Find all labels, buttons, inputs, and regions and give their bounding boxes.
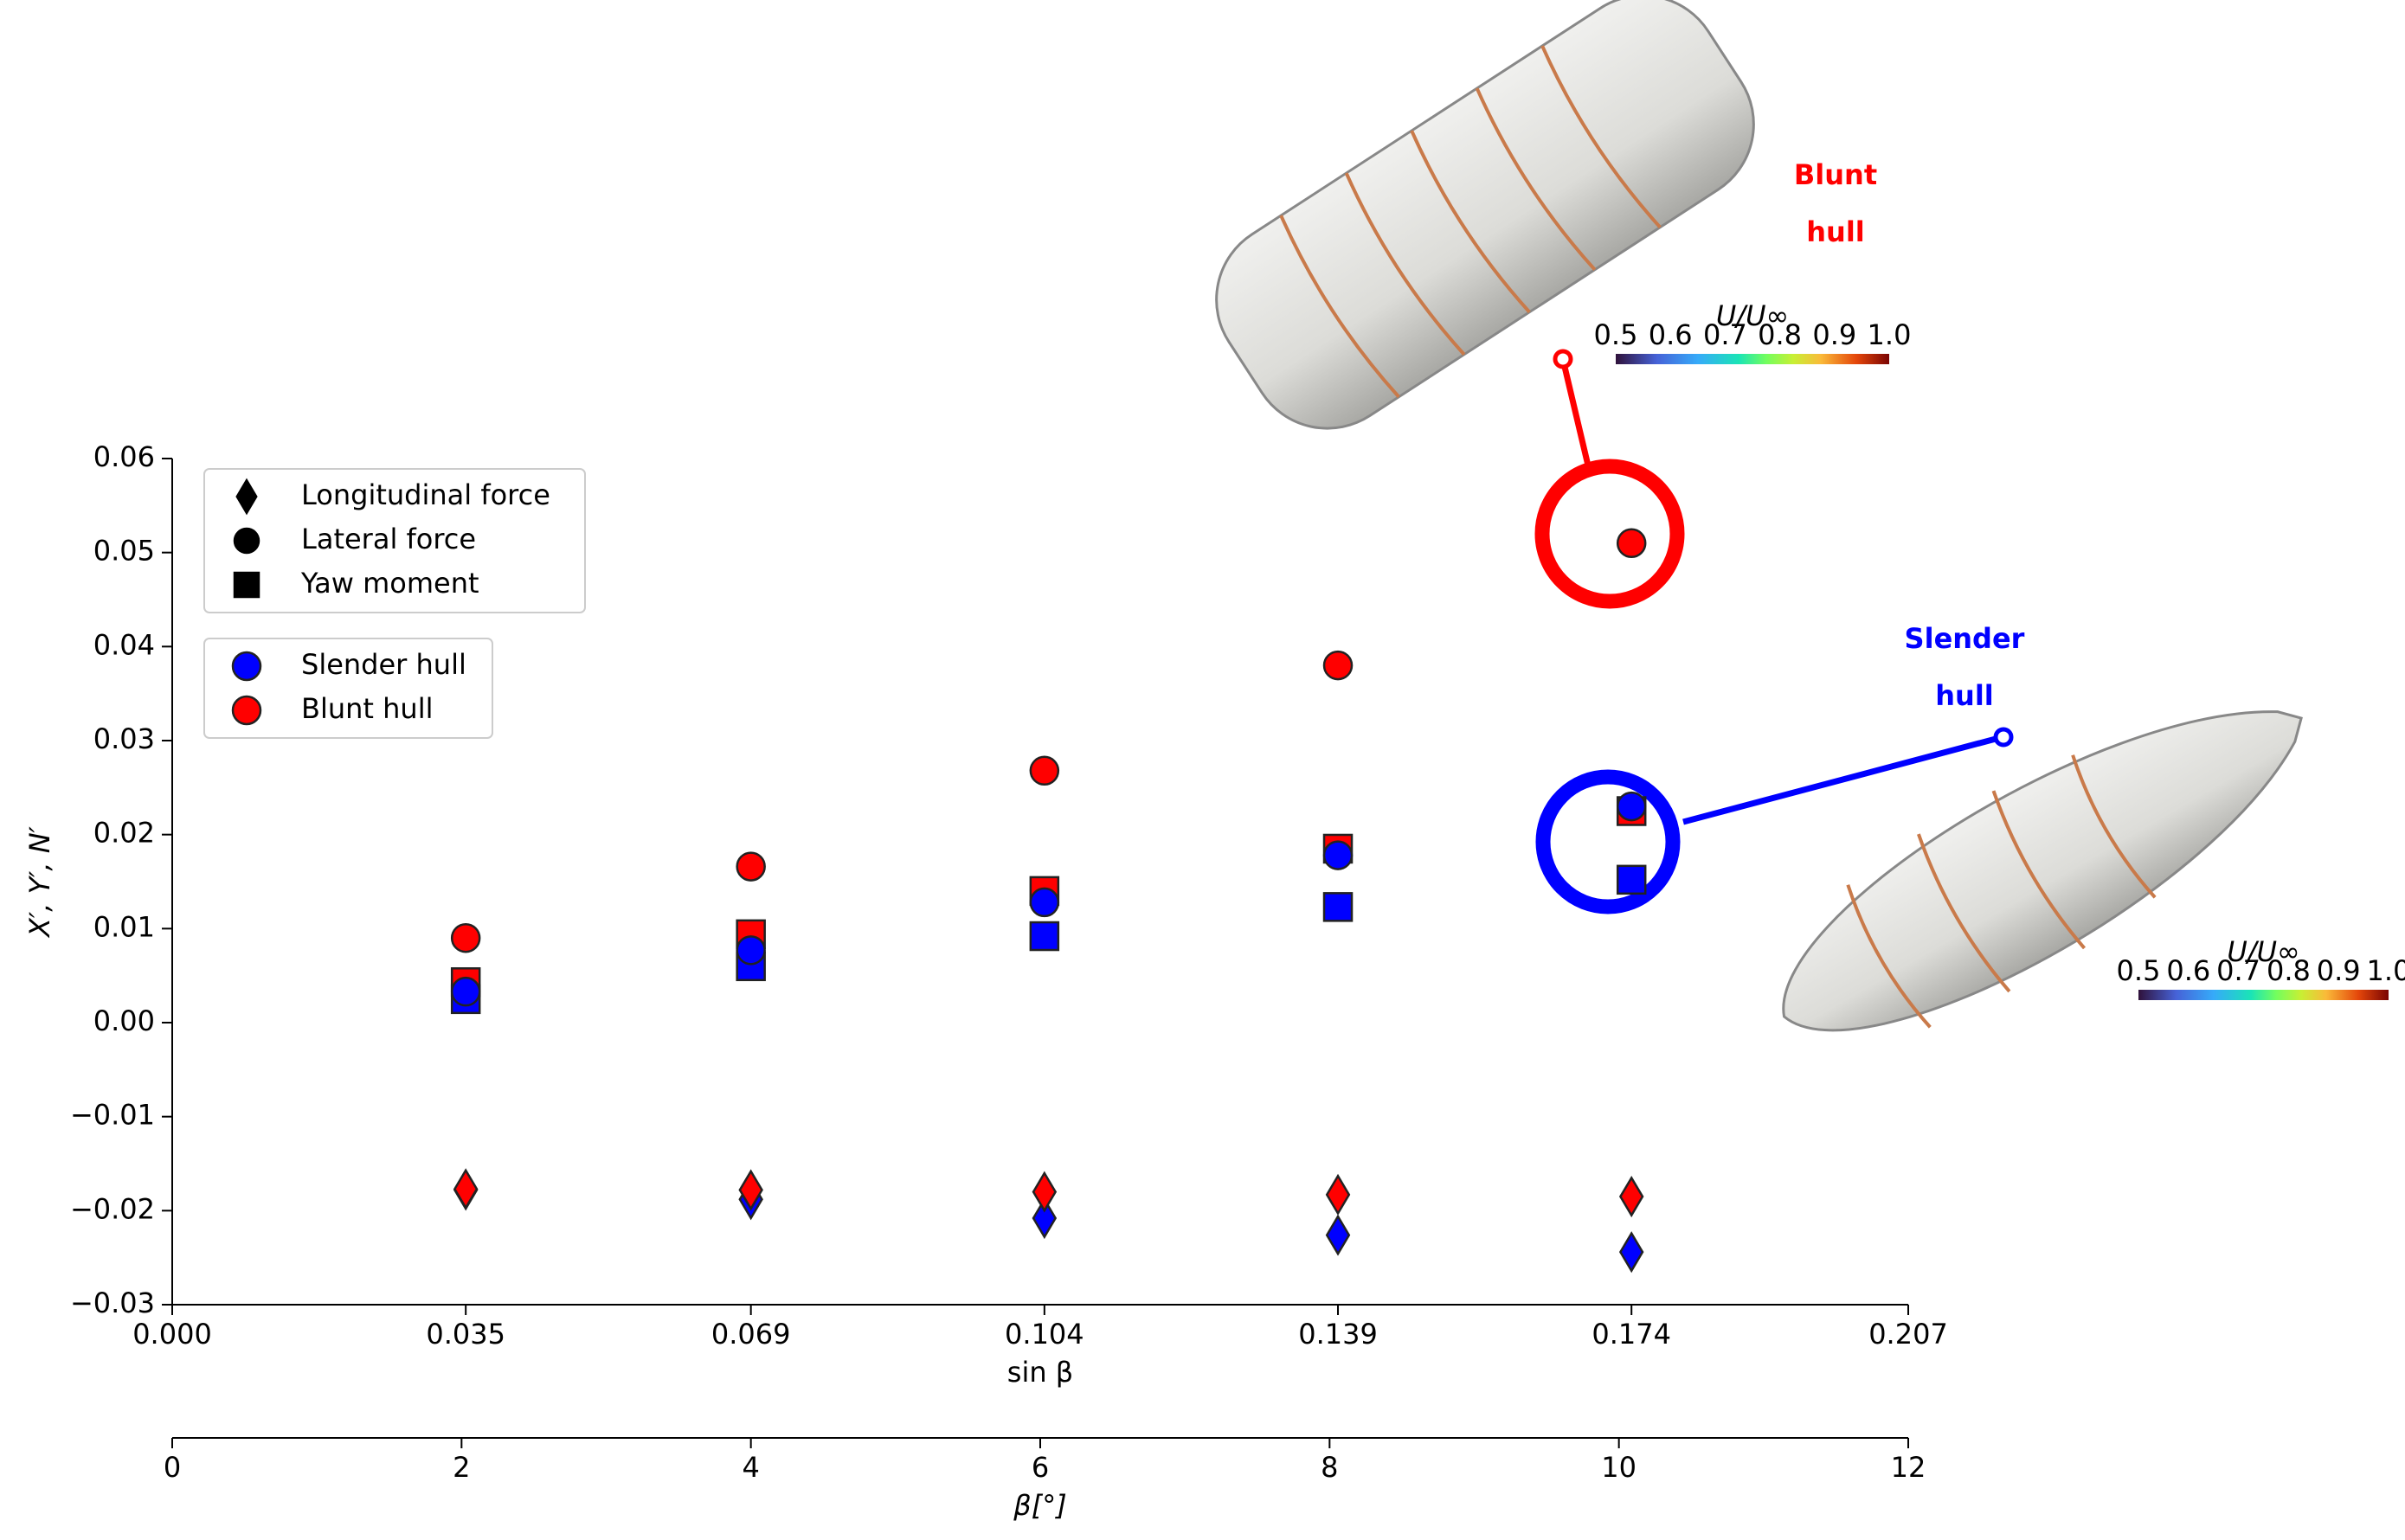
colorbar-tick-label: 0.5	[2117, 954, 2161, 987]
marker-circle	[450, 976, 481, 1007]
marker-diamond	[1325, 1214, 1351, 1256]
colorbar-tick-label: 0.7	[2216, 954, 2260, 987]
colorbar-label: U/U∞	[2227, 935, 2299, 968]
colorbar-tick-label: 0.7	[1703, 318, 1747, 351]
colorbar-label: U/U∞	[1716, 299, 1789, 332]
annotation: hull	[1935, 679, 1994, 712]
legend-label: Blunt hull	[301, 692, 433, 725]
x-tick-label: 0.069	[711, 1318, 791, 1351]
colorbar	[1616, 354, 1889, 364]
y-axis-label: X′, Y′, N′	[23, 825, 56, 939]
y-tick-label: 0.00	[93, 1004, 155, 1037]
x2-tick-label: 6	[1032, 1451, 1049, 1484]
callout-slender	[1535, 727, 2014, 914]
x-axis-label: sin β	[1007, 1356, 1073, 1389]
x-tick-label: 0.035	[426, 1318, 505, 1351]
x2-tick-label: 10	[1601, 1451, 1637, 1484]
marker-square	[1322, 892, 1354, 922]
marker-diamond	[1032, 1197, 1058, 1240]
legend-label: Slender hull	[301, 648, 466, 681]
y-tick-label: −0.01	[70, 1099, 155, 1132]
marker-circle	[233, 527, 260, 555]
legend-marker	[231, 695, 262, 726]
x-tick-label: 0.139	[1298, 1318, 1378, 1351]
annotation: Slender	[1905, 622, 2025, 655]
colorbar-tick-label: 0.6	[1649, 318, 1693, 351]
callout-blunt	[1534, 349, 1685, 609]
marker-circle	[1029, 887, 1060, 918]
colorbar-tick-label: 0.8	[2267, 954, 2311, 987]
legend-label: Longitudinal force	[301, 478, 550, 511]
colorbar-tick-label: 1.0	[1868, 318, 1912, 351]
x2-tick-label: 12	[1891, 1451, 1926, 1484]
legend-label: Yaw moment	[300, 567, 479, 600]
y-tick-label: 0.03	[93, 722, 155, 755]
marker-diamond	[1325, 1173, 1351, 1216]
annotation: hull	[1806, 215, 1865, 248]
marker-diamond	[1618, 1175, 1644, 1218]
marker-circle	[736, 935, 766, 966]
marker-circle	[1322, 650, 1354, 681]
y-tick-label: 0.01	[93, 910, 155, 943]
marker-circle	[1322, 840, 1354, 870]
y-tick-label: 0.02	[93, 817, 155, 850]
marker-square	[1616, 864, 1647, 895]
colorbar-tick-label: 1.0	[2367, 954, 2405, 987]
marker-diamond	[235, 478, 258, 516]
blunt-hull-image	[1215, 0, 1755, 430]
legend-box	[203, 638, 493, 739]
x2-tick-label: 2	[453, 1451, 470, 1484]
annotation: Blunt	[1794, 158, 1877, 191]
marker-diamond	[453, 1168, 479, 1210]
y-tick-label: −0.02	[70, 1192, 155, 1225]
x2-tick-label: 4	[742, 1451, 759, 1484]
colorbar-tick-label: 0.8	[1758, 318, 1802, 351]
x2-tick-label: 0	[164, 1451, 181, 1484]
x-tick-label: 0.000	[132, 1318, 212, 1351]
marker-square	[233, 571, 260, 599]
slender-hull-image	[1782, 710, 2303, 1032]
colorbar	[2138, 990, 2389, 1000]
x-tick-label: 0.174	[1592, 1318, 1671, 1351]
marker-diamond	[1032, 1171, 1058, 1213]
y-tick-label: −0.03	[70, 1287, 155, 1319]
colorbar-tick-label: 0.9	[2317, 954, 2361, 987]
marker-diamond	[1618, 1231, 1644, 1274]
x2-tick-label: 8	[1321, 1451, 1338, 1484]
legend-marker	[231, 651, 262, 682]
marker-circle	[736, 851, 766, 882]
legend-box	[203, 468, 586, 613]
marker-diamond	[738, 1169, 763, 1211]
y-tick-label: 0.04	[93, 628, 155, 661]
colorbar-tick-label: 0.9	[1812, 318, 1856, 351]
y-tick-label: 0.06	[93, 440, 155, 473]
colorbar-tick-label: 0.5	[1594, 318, 1638, 351]
marker-circle	[450, 922, 481, 953]
x-tick-label: 0.104	[1005, 1318, 1084, 1351]
legend-label: Lateral force	[301, 523, 476, 555]
marker-circle	[1616, 528, 1647, 559]
colorbar-tick-label: 0.6	[2166, 954, 2210, 987]
marker-square	[1029, 921, 1060, 952]
y-tick-label: 0.05	[93, 535, 155, 568]
marker-circle	[1616, 791, 1647, 822]
x-tick-label: 0.207	[1868, 1318, 1948, 1351]
marker-circle	[1029, 755, 1060, 786]
x2-axis-label: β[°]	[1013, 1489, 1066, 1522]
